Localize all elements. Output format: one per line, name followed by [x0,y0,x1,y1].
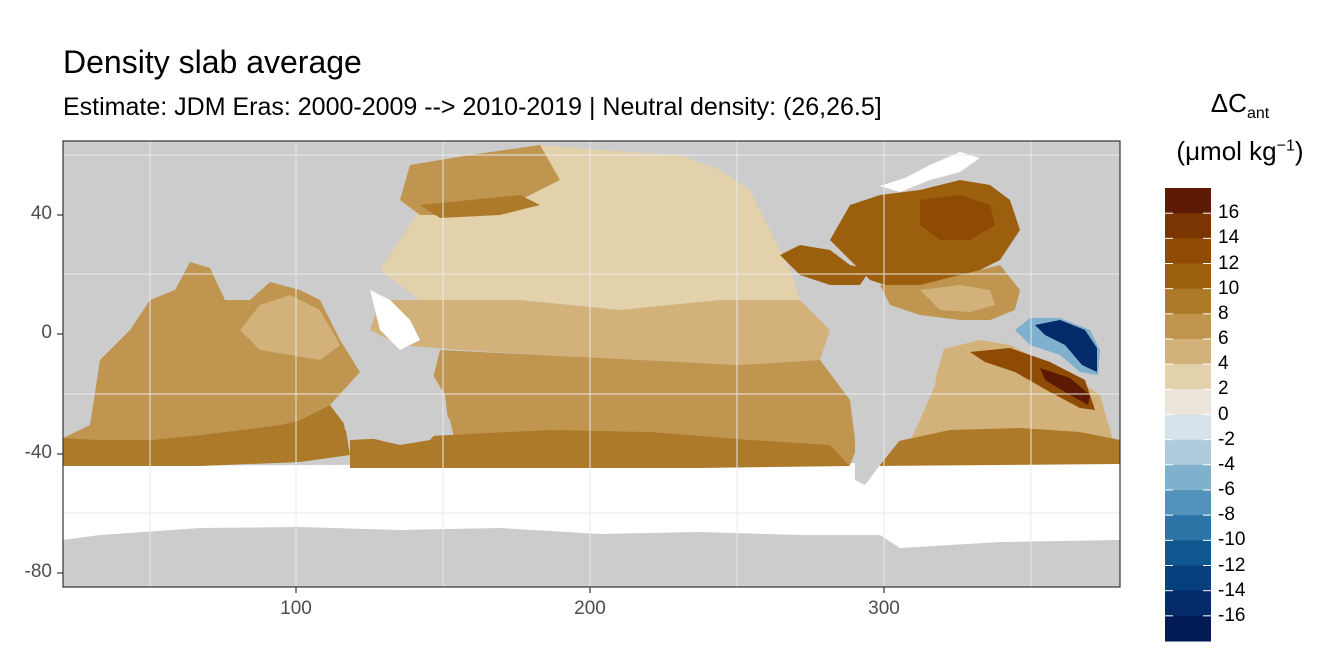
legend-color-step [1165,590,1211,617]
indonesia-no-data [370,290,420,350]
legend-label: 8 [1218,302,1229,324]
caribbean [780,245,870,285]
legend-color-step [1165,339,1211,365]
legend-units-superscript: −1 [1276,137,1295,155]
panel-frame [62,140,1121,588]
legend-label: 10 [1218,277,1240,299]
gridlines [63,141,1120,587]
atlantic-north-dark [920,195,995,240]
legend-label: -10 [1218,529,1246,551]
legend-label: -2 [1218,428,1235,450]
legend-label: -12 [1218,554,1246,576]
atlantic-negative-core [1035,320,1097,372]
legend-label: -14 [1218,579,1246,601]
legend-label: 4 [1218,353,1229,375]
legend-title-subscript: ant [1246,105,1270,123]
legend-title: ΔCant [1160,88,1320,123]
legend-units-close: ) [1294,136,1304,166]
legend-color-step [1165,238,1211,264]
atlantic-south-core [1040,368,1090,405]
pacific-equator [370,300,830,365]
legend-color-step [1165,439,1211,466]
legend-label: 14 [1218,227,1240,249]
legend-units: (μmol kg−1) [1160,136,1320,167]
y-tick-label: -40 [24,442,52,463]
chart-title: Density slab average [63,44,362,80]
legend-colorbar-ticks [1165,212,1211,617]
legend-color-step [1165,288,1211,315]
legend-color-step [1165,313,1211,340]
legend-color-step [1165,389,1211,415]
legend-label: 2 [1218,378,1229,400]
northern-no-data [880,152,980,192]
legend-label: -8 [1218,504,1235,526]
legend-color-step [1165,188,1211,214]
legend-color-step [1165,464,1211,491]
x-tick-label: 100 [280,598,312,619]
legend-color-step [1165,565,1211,592]
atlantic-south-band [880,428,1120,466]
y-tick-label: 0 [41,322,52,343]
map-panel [63,141,1120,587]
legend-label: -6 [1218,479,1235,500]
legend-colorbar [1165,188,1211,642]
axis-ticks [57,214,885,593]
legend-color-step [1165,615,1211,642]
australia [340,360,448,445]
legend-color-step [1165,414,1211,441]
y-tick-label: 40 [30,203,52,224]
x-tick-label: 300 [868,598,900,619]
legend-color-step [1165,490,1211,516]
atlantic-subtropics-light [920,285,995,312]
legend-color-step [1165,540,1211,566]
legend-label: -16 [1218,604,1246,626]
pacific-kuroshio [420,195,540,218]
indian-ocean-south [63,405,350,466]
arabian-sea [240,295,340,360]
legend-color-step [1165,213,1211,239]
legend-label: 6 [1218,328,1229,349]
legend-color-step [1165,263,1211,290]
legend-units-open: (μmol kg [1176,136,1277,166]
legend-label: 0 [1218,403,1229,425]
legend-title-symbol: ΔC [1210,88,1247,118]
southern-ocean-no-data [63,462,1120,548]
y-tick-label: -80 [24,561,52,582]
pacific-south-band [350,430,850,468]
legend-label: -4 [1218,453,1235,475]
legend-color-step [1165,515,1211,541]
legend-label: 12 [1218,252,1240,274]
x-tick-label: 200 [574,598,606,619]
legend-label: 16 [1218,202,1240,224]
legend-color-step [1165,364,1211,390]
south-america [830,300,945,485]
chart-subtitle: Estimate: JDM Eras: 2000-2009 --> 2010-2… [63,93,882,121]
